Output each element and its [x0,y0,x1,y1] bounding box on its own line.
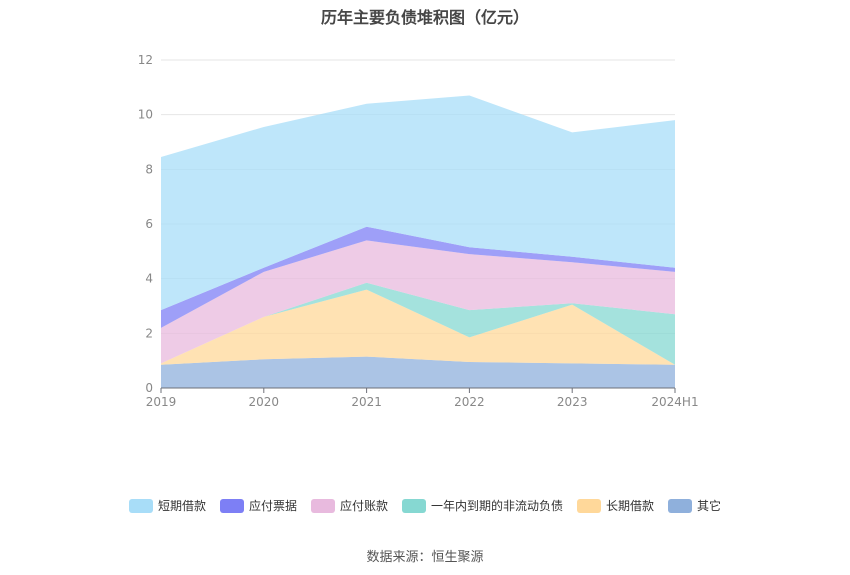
y-tick-label: 0 [145,381,153,395]
area-series-group [161,95,675,388]
y-tick-label: 4 [145,272,153,286]
legend-swatch [310,498,335,513]
x-tick-label: 2021 [351,395,382,409]
y-tick-label: 8 [145,162,153,176]
legend-item[interactable]: 应付票据 [219,497,297,514]
legend-label: 应付账款 [339,499,388,513]
area-series-其它[interactable] [161,356,675,388]
legend-swatch [128,498,153,513]
area-series-应付账款[interactable] [161,240,675,364]
y-tick-label: 12 [138,53,153,67]
legend-label: 一年内到期的非流动负债 [431,499,564,513]
x-tick-label: 2024H1 [651,395,698,409]
area-series-应付票据[interactable] [161,226,675,328]
area-series-短期借款[interactable] [161,95,675,311]
legend-label: 长期借款 [606,499,655,513]
legend-item[interactable]: 长期借款 [577,497,654,514]
legend: 短期借款 应付票据 应付账款 一年内到期的非流动负债 长期借款 其它 [0,497,850,514]
x-tick-label: 2020 [249,395,280,409]
legend-label: 短期借款 [157,499,206,513]
legend-swatch [219,498,244,513]
legend-item[interactable]: 一年内到期的非流动负债 [402,497,563,514]
area-series-长期借款[interactable] [161,289,675,365]
x-tick-label: 2022 [454,395,485,409]
legend-item[interactable]: 短期借款 [128,497,206,514]
x-tick-label: 2019 [146,395,177,409]
y-tick-label: 6 [145,217,153,231]
legend-label: 应付票据 [248,499,297,513]
chart-title: 历年主要负债堆积图（亿元） [320,8,529,27]
source-note: 数据来源：恒生聚源 [366,550,484,565]
x-tick-label: 2023 [557,395,588,409]
y-tick-label: 10 [138,108,153,122]
legend-swatch [402,498,426,513]
legend-item[interactable]: 应付账款 [310,497,388,514]
legend-swatch [668,498,693,513]
legend-swatch [577,498,602,513]
area-series-一年内到期的非流动负债[interactable] [161,282,675,365]
legend-label: 其它 [697,499,722,513]
y-tick-label: 2 [145,326,153,340]
legend-item[interactable]: 其它 [668,497,721,514]
axes: 0 2 4 6 8 10 12 2019 2020 2021 2022 2023 2024H1 [138,53,699,409]
